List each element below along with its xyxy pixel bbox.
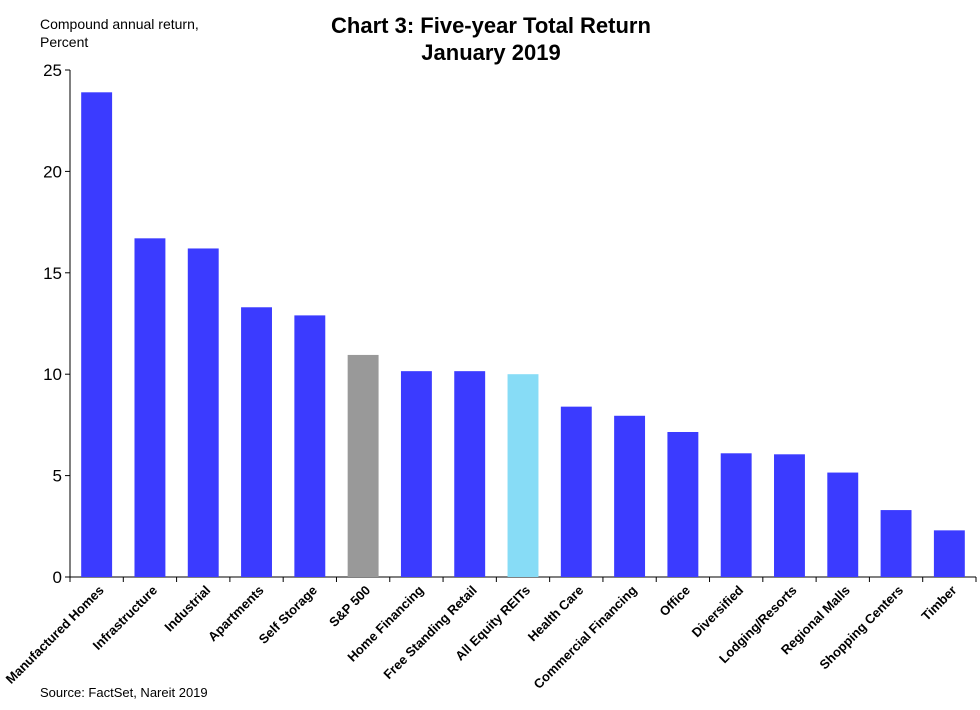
y-tick-label: 25 xyxy=(43,61,62,80)
category-label: Commercial Financing xyxy=(531,582,640,691)
category-label: Manufactured Homes xyxy=(3,583,107,687)
category-label: Timber xyxy=(918,583,959,624)
source-note: Source: FactSet, Nareit 2019 xyxy=(40,685,208,700)
y-tick-label: 20 xyxy=(43,162,62,181)
category-label: Office xyxy=(656,583,693,620)
bar xyxy=(81,92,113,578)
bar xyxy=(294,315,326,577)
bar xyxy=(774,454,805,577)
bar xyxy=(827,472,859,577)
y-tick-label: 5 xyxy=(53,467,62,486)
chart-title: Chart 3: Five-year Total Return xyxy=(331,13,651,38)
y-tick-label: 15 xyxy=(43,264,62,283)
axes: 0 5 10 15 20 25 xyxy=(43,61,977,587)
bar xyxy=(507,374,539,577)
category-label: Industrial xyxy=(161,583,213,635)
y-axis-label-line1: Compound annual return, xyxy=(40,16,199,32)
y-tick-label: 10 xyxy=(43,365,62,384)
y-axis-label-line2: Percent xyxy=(40,34,88,50)
bar xyxy=(560,406,592,577)
category-label: Free Standing Retail xyxy=(380,583,479,682)
bar xyxy=(187,248,219,578)
bar xyxy=(241,307,272,577)
bar xyxy=(134,238,166,577)
bar xyxy=(720,453,752,577)
bar xyxy=(933,530,965,577)
category-label: Diversified xyxy=(689,582,747,640)
category-label: S&P 500 xyxy=(326,583,373,630)
bar xyxy=(880,510,912,577)
bars xyxy=(81,92,965,578)
y-tick-label: 0 xyxy=(53,568,62,587)
bar xyxy=(347,354,379,577)
bar xyxy=(400,371,432,577)
bar xyxy=(667,431,699,577)
bar xyxy=(614,415,646,577)
chart-subtitle: January 2019 xyxy=(421,40,560,65)
bar xyxy=(454,371,486,577)
